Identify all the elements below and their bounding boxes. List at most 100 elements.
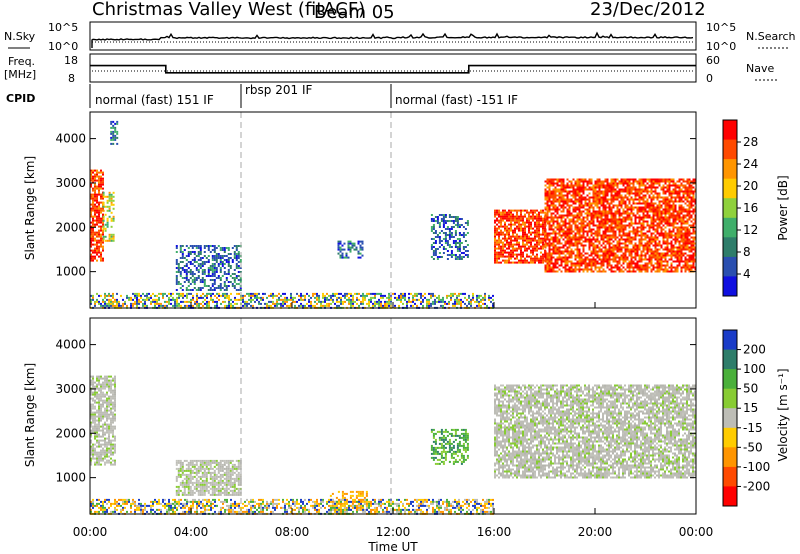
power-cell-6 <box>524 233 526 236</box>
power-cell-7 <box>630 218 633 221</box>
power-cell-7 <box>564 242 567 245</box>
search-tick-bottom: 10^0 <box>706 40 736 53</box>
power-cell-6 <box>534 249 536 252</box>
power-cell-7 <box>692 200 695 203</box>
power-cell-7 <box>654 254 657 257</box>
power-cell-7 <box>628 232 631 235</box>
power-cell-8 <box>368 300 370 303</box>
power-cell-7 <box>648 228 651 231</box>
power-cell-7 <box>612 226 615 229</box>
power-cell-7 <box>674 204 677 207</box>
power-cell-7 <box>608 252 611 255</box>
power-cell-7 <box>564 266 567 269</box>
power-cell-8 <box>318 298 320 301</box>
power-cell-7 <box>628 182 631 185</box>
power-cell-0 <box>98 183 100 186</box>
power-cell-7 <box>574 262 577 265</box>
power-cell-7 <box>616 204 619 207</box>
power-cell-7 <box>656 264 659 267</box>
power-cell-7 <box>622 258 625 261</box>
power-cell-7 <box>626 182 629 185</box>
power-cell-7 <box>586 184 589 187</box>
power-cell-5 <box>458 240 461 242</box>
power-cell-0 <box>90 229 92 232</box>
power-cell-7 <box>590 220 593 223</box>
power-cell-6 <box>534 261 536 264</box>
power-cell-0 <box>98 177 100 180</box>
power-cell-0 <box>96 221 98 224</box>
power-cell-7 <box>684 196 687 199</box>
power-cell-7 <box>650 200 653 203</box>
power-cell-6 <box>538 227 540 230</box>
power-cell-6 <box>506 259 508 262</box>
power-cell-7 <box>640 264 643 267</box>
power-cell-7 <box>662 196 665 199</box>
power-cell-6 <box>498 251 500 254</box>
power-cell-7 <box>680 222 683 225</box>
power-cell-7 <box>582 196 585 199</box>
power-cell-0 <box>96 197 98 200</box>
power-cell-7 <box>544 256 547 259</box>
power-cell-8 <box>336 300 338 303</box>
power-cell-7 <box>648 224 651 227</box>
power-cell-8 <box>180 294 182 297</box>
power-cell-3 <box>219 277 222 279</box>
power-cell-7 <box>692 236 695 239</box>
power-cell-7 <box>626 232 629 235</box>
power-cell-7 <box>558 184 561 187</box>
power-cell-7 <box>608 256 611 259</box>
power-cell-0 <box>98 229 100 232</box>
power-cell-7 <box>632 232 635 235</box>
power-cell-7 <box>624 242 627 245</box>
power-cell-7 <box>574 188 577 191</box>
power-cell-7 <box>620 242 623 245</box>
power-cell-8 <box>346 298 348 301</box>
power-cell-7 <box>584 266 587 269</box>
power-cell-6 <box>500 241 502 244</box>
power-cell-7 <box>618 244 621 247</box>
power-cell-7 <box>576 180 579 183</box>
power-cell-7 <box>668 250 671 253</box>
power-cell-8 <box>224 292 226 295</box>
power-cell-7 <box>686 210 689 213</box>
power-cell-7 <box>664 240 667 243</box>
power-cell-8 <box>144 300 146 303</box>
power-cell-5 <box>452 216 455 218</box>
power-cell-7 <box>646 214 649 217</box>
power-cell-6 <box>504 255 506 258</box>
power-cell-8 <box>146 294 148 297</box>
power-cell-7 <box>650 254 653 257</box>
power-cell-7 <box>572 244 575 247</box>
power-cell-7 <box>632 236 635 239</box>
power-cell-8 <box>338 296 340 299</box>
power-cell-3 <box>237 289 240 291</box>
power-cell-7 <box>688 186 691 189</box>
power-cell-7 <box>682 264 685 267</box>
power-cell-8 <box>420 300 422 303</box>
power-cell-3 <box>195 289 198 291</box>
power-cell-7 <box>558 194 561 197</box>
power-cell-6 <box>500 251 502 254</box>
power-cell-7 <box>596 180 599 183</box>
power-cell-8 <box>178 302 180 305</box>
power-cell-7 <box>656 192 659 195</box>
power-cell-7 <box>610 190 613 193</box>
power-cell-6 <box>500 233 502 236</box>
power-cell-6 <box>526 217 528 220</box>
power-cell-8 <box>326 298 328 301</box>
power-cell-7 <box>614 198 617 201</box>
power-cell-0 <box>94 183 96 186</box>
power-cell-7 <box>654 202 657 205</box>
power-cell-0 <box>98 171 100 174</box>
power-cell-7 <box>652 196 655 199</box>
power-cell-8 <box>154 302 156 305</box>
power-cell-8 <box>326 302 328 305</box>
power-cell-8 <box>154 298 156 301</box>
power-cell-7 <box>590 206 593 209</box>
power-cell-8 <box>294 304 296 307</box>
power-cell-7 <box>558 188 561 191</box>
power-cell-7 <box>638 234 641 237</box>
power-cell-8 <box>228 294 230 297</box>
power-cell-2 <box>116 122 119 125</box>
power-cell-7 <box>674 226 677 229</box>
